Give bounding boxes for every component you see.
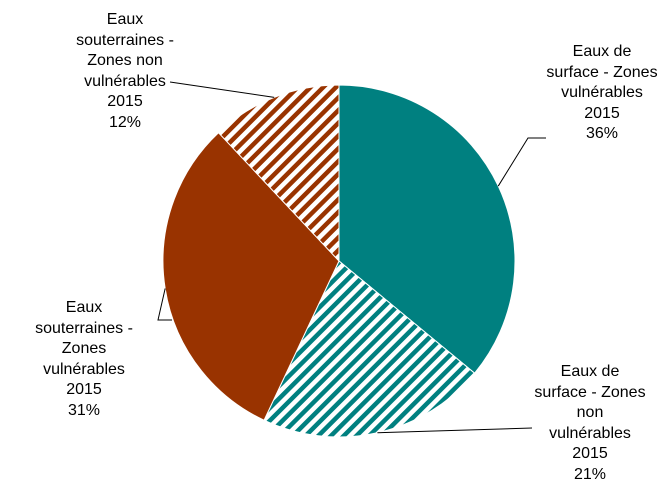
leader-line bbox=[497, 137, 546, 187]
slice-name: Eaux souterraines - Zones non vulnérable… bbox=[76, 11, 174, 110]
slice-label: Eaux de surface - Zones vulnérables 2015… bbox=[546, 42, 658, 145]
pie-slice bbox=[263, 260, 476, 438]
slice-label: Eaux souterraines - Zones vulnérables 20… bbox=[28, 298, 140, 421]
slice-name: Eaux de surface - Zones non vulnérables … bbox=[534, 363, 646, 462]
slice-label: Eaux souterraines - Zones non vulnérable… bbox=[69, 10, 181, 133]
pie-slice bbox=[338, 84, 516, 374]
slice-value-label: 21% bbox=[573, 465, 607, 483]
pie-slice bbox=[217, 84, 340, 263]
slice-name: Eaux de surface - Zones vulnérables 2015 bbox=[546, 43, 658, 122]
leader-line bbox=[169, 81, 275, 98]
slice-value-label: 36% bbox=[585, 125, 619, 142]
slice-name: Eaux souterraines - Zones vulnérables 20… bbox=[35, 299, 133, 398]
slice-label: Eaux de surface - Zones non vulnérables … bbox=[534, 362, 646, 485]
slice-value-label: 31% bbox=[67, 401, 101, 419]
leader-line bbox=[157, 288, 172, 321]
leader-line bbox=[377, 427, 533, 434]
slice-value-label: 12% bbox=[108, 113, 142, 131]
